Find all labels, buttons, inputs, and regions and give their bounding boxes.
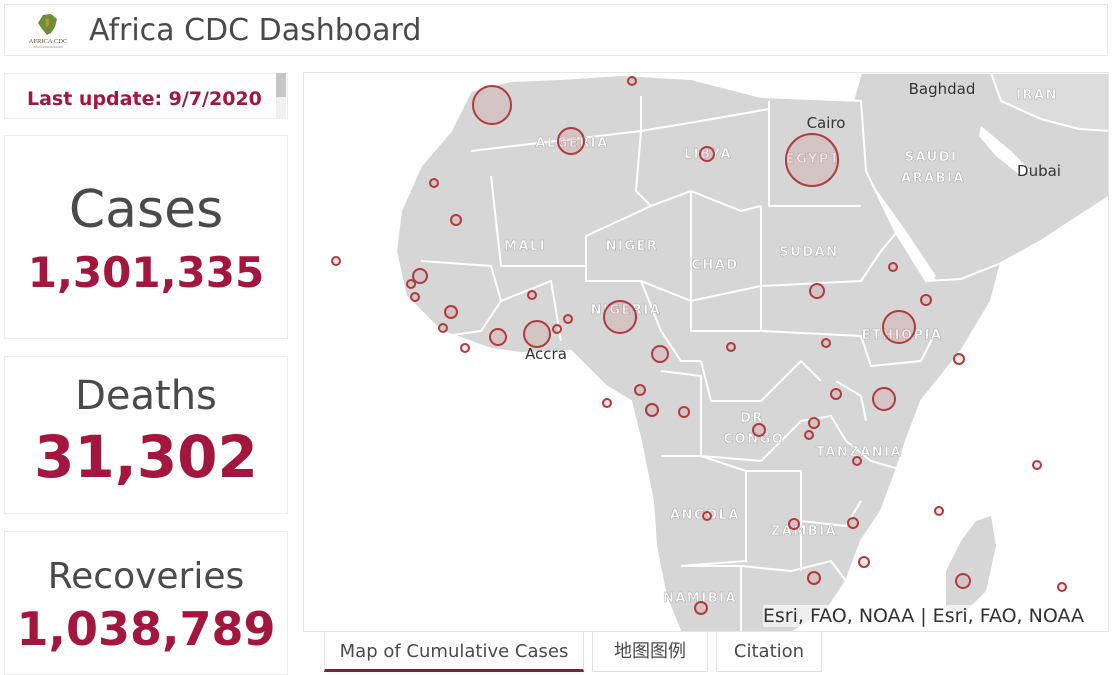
case-marker[interactable] — [557, 127, 585, 155]
label-cairo: Cairo — [807, 114, 846, 132]
deaths-value: 31,302 — [34, 423, 258, 491]
case-marker[interactable] — [450, 214, 462, 226]
case-marker[interactable] — [412, 268, 428, 284]
label-accra: Accra — [525, 345, 567, 363]
case-marker[interactable] — [804, 430, 814, 440]
tab-map-of-cumulative-cases[interactable]: Map of Cumulative Cases — [324, 632, 584, 672]
case-marker[interactable] — [920, 294, 932, 306]
case-marker[interactable] — [603, 300, 637, 334]
svg-text:AFRICA CDC: AFRICA CDC — [29, 38, 67, 45]
label-congo: CONGO — [724, 432, 785, 447]
case-marker[interactable] — [809, 283, 825, 299]
case-marker[interactable] — [702, 511, 712, 521]
label-zambia: ZAMBIA — [771, 524, 837, 539]
case-marker[interactable] — [678, 406, 690, 418]
case-marker[interactable] — [527, 290, 537, 300]
case-marker[interactable] — [699, 146, 715, 162]
map-canvas[interactable]: ALGERIA LIBYA EGYPT SAUDI ARABIA MALI NI… — [304, 73, 1109, 632]
label-dubai: Dubai — [1017, 162, 1061, 180]
cumulative-cases-map[interactable]: ALGERIA LIBYA EGYPT SAUDI ARABIA MALI NI… — [303, 72, 1109, 632]
case-marker[interactable] — [726, 342, 736, 352]
cases-value: 1,301,335 — [27, 248, 265, 297]
case-marker[interactable] — [627, 76, 637, 86]
case-marker[interactable] — [872, 387, 896, 411]
case-marker[interactable] — [882, 310, 916, 344]
case-marker[interactable] — [785, 133, 839, 187]
sidebar-scrollbar[interactable] — [276, 73, 286, 119]
case-marker[interactable] — [444, 305, 458, 319]
label-dr: DR — [740, 411, 764, 426]
label-libya: LIBYA — [684, 147, 732, 162]
map-attribution[interactable]: Esri, FAO, NOAA | Esri, FAO, NOAA — [762, 605, 1084, 627]
case-marker[interactable] — [808, 417, 820, 429]
cases-panel: Cases 1,301,335 — [4, 135, 288, 339]
label-niger: NIGER — [606, 239, 659, 254]
case-marker[interactable] — [406, 279, 416, 289]
case-marker[interactable] — [830, 388, 842, 400]
case-marker[interactable] — [429, 178, 439, 188]
case-marker[interactable] — [438, 323, 448, 333]
label-mali: MALI — [504, 239, 546, 254]
label-angola: ANGOLA — [670, 508, 740, 523]
case-marker[interactable] — [645, 403, 659, 417]
case-marker[interactable] — [410, 292, 420, 302]
case-marker[interactable] — [852, 456, 862, 466]
case-marker[interactable] — [694, 601, 708, 615]
recoveries-label: Recoveries — [47, 556, 245, 597]
tab-map-legend[interactable]: 地图图例 — [592, 632, 708, 672]
label-saudi: SAUDI — [905, 150, 958, 165]
recoveries-panel: Recoveries 1,038,789 — [4, 531, 288, 675]
deaths-panel: Deaths 31,302 — [4, 356, 288, 514]
case-marker[interactable] — [460, 343, 470, 353]
case-marker[interactable] — [752, 423, 766, 437]
case-marker[interactable] — [489, 328, 507, 346]
label-tanzania: TANZANIA — [816, 445, 902, 460]
last-update-text: Last update: 9/7/2020 — [27, 88, 262, 110]
case-marker[interactable] — [858, 556, 870, 568]
case-marker[interactable] — [634, 384, 646, 396]
label-namibia: NAMIBIA — [663, 591, 737, 606]
case-marker[interactable] — [847, 517, 859, 529]
case-marker[interactable] — [523, 320, 551, 348]
case-marker[interactable] — [563, 314, 573, 324]
case-marker[interactable] — [953, 353, 965, 365]
label-ethiopia: ETHIOPIA — [862, 328, 943, 343]
case-marker[interactable] — [955, 573, 971, 589]
page-title: Africa CDC Dashboard — [89, 13, 422, 48]
label-chad: CHAD — [691, 258, 738, 273]
last-update-panel: Last update: 9/7/2020 — [4, 73, 288, 119]
case-marker[interactable] — [472, 85, 512, 125]
case-marker[interactable] — [934, 506, 944, 516]
africa-cdc-logo: AFRICA CDC — [29, 14, 67, 48]
case-marker[interactable] — [331, 256, 341, 266]
case-marker[interactable] — [602, 398, 612, 408]
deaths-label: Deaths — [75, 373, 217, 419]
case-marker[interactable] — [788, 518, 800, 530]
label-sudan: SUDAN — [779, 245, 838, 260]
case-marker[interactable] — [1032, 460, 1042, 470]
case-marker[interactable] — [1057, 582, 1067, 592]
tab-citation[interactable]: Citation — [716, 632, 822, 672]
label-algeria: ALGERIA — [535, 136, 608, 151]
case-marker[interactable] — [552, 324, 562, 334]
case-marker[interactable] — [888, 262, 898, 272]
recoveries-value: 1,038,789 — [16, 602, 276, 656]
label-arabia: ARABIA — [901, 171, 965, 186]
label-egypt: EGYPT — [786, 152, 841, 167]
case-marker[interactable] — [821, 338, 831, 348]
dashboard-header: AFRICA CDC Africa CDC Dashboard — [4, 4, 1108, 56]
label-baghdad: Baghdad — [909, 80, 976, 98]
scrollbar-thumb[interactable] — [276, 73, 286, 97]
label-iran: IRAN — [1016, 88, 1058, 103]
case-marker[interactable] — [807, 571, 821, 585]
cases-label: Cases — [68, 180, 224, 240]
case-marker[interactable] — [651, 345, 669, 363]
